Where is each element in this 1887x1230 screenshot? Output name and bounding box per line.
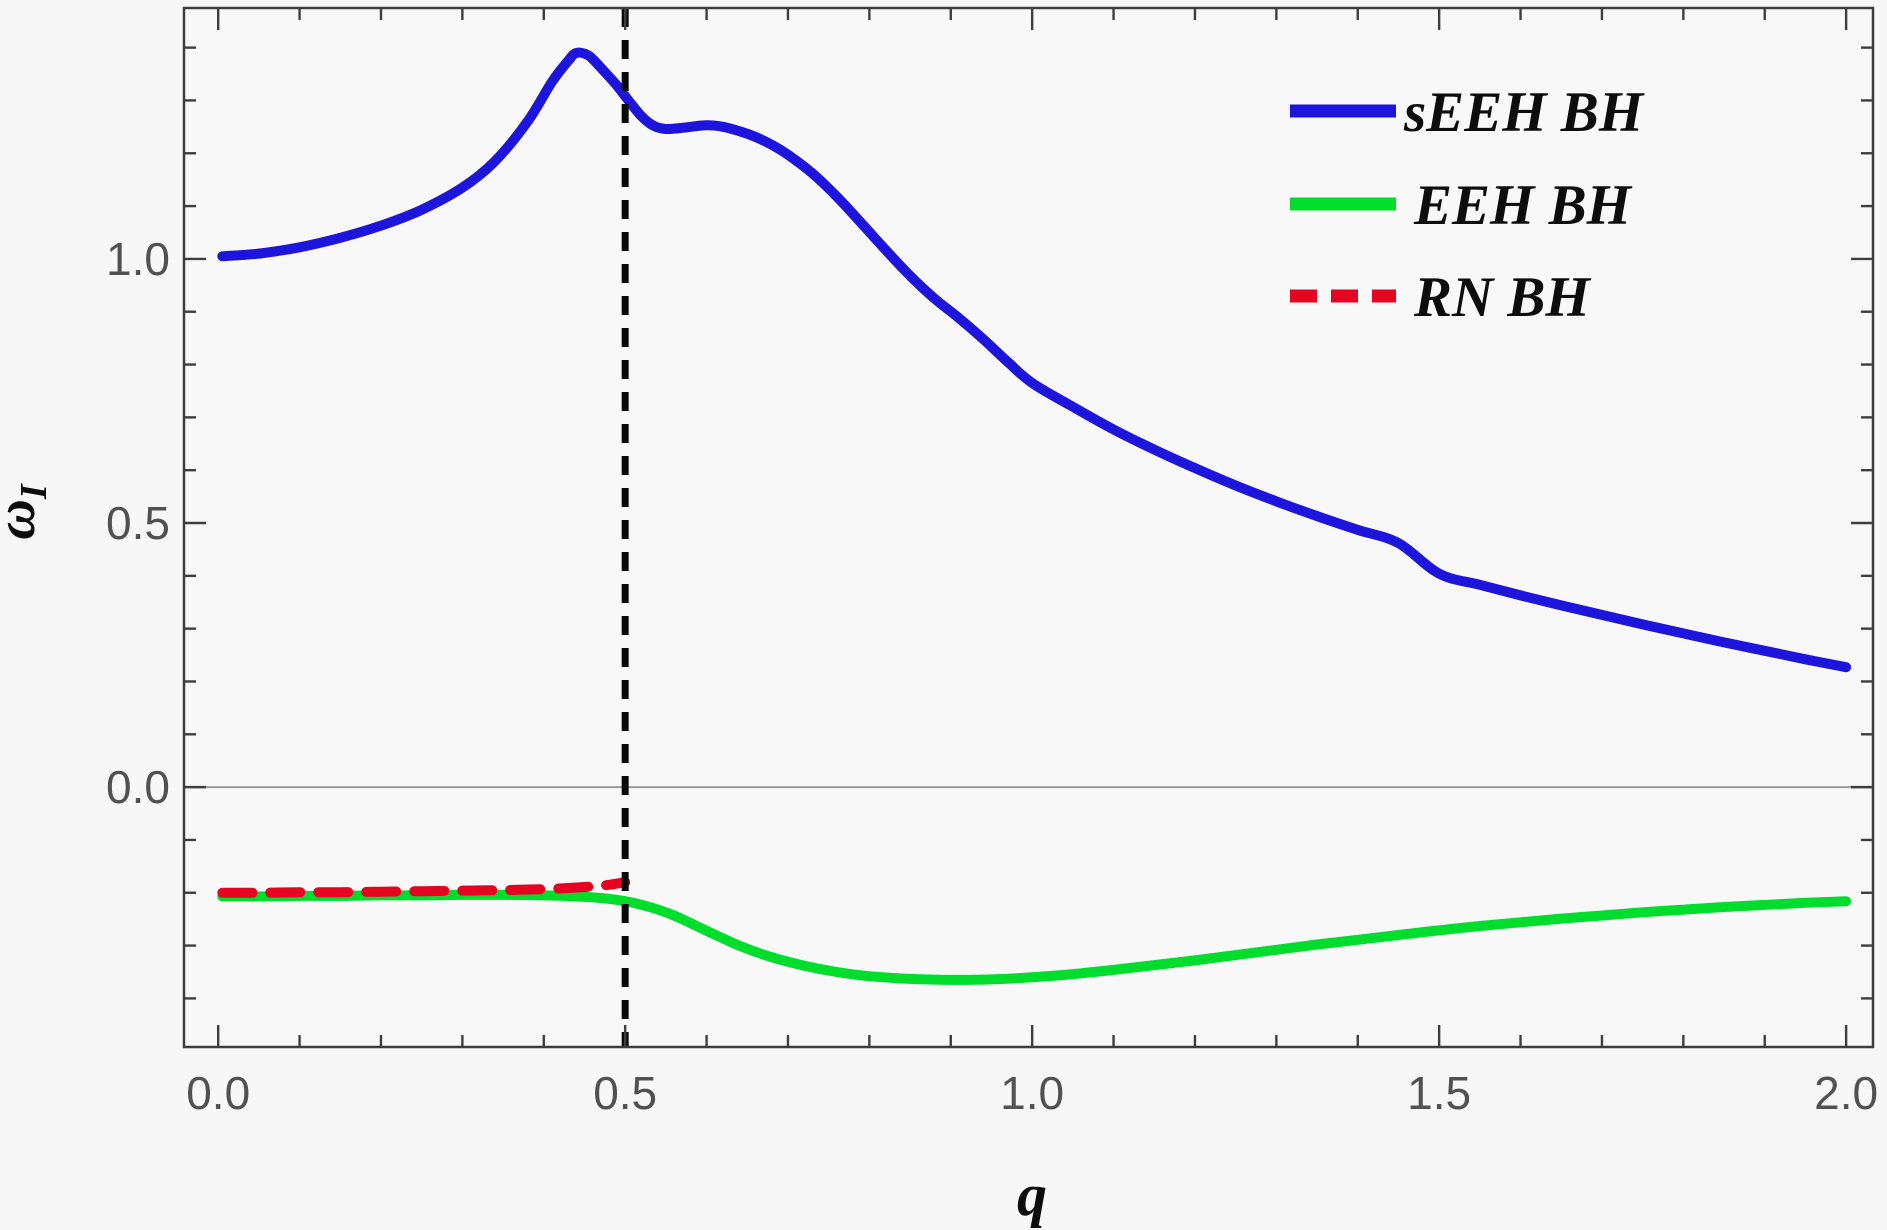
x-tick-label: 2.0 [1814,1067,1878,1119]
axis-ticks [184,8,1873,1047]
legend-label-RN-BH: RN BH [1413,266,1591,329]
legend-item-sEEH-BH: sEEH BH [1290,81,1645,144]
legend: sEEH BH EEH BH RN BH [1290,81,1645,329]
x-axis-label: q [1017,1162,1047,1228]
x-tick-label: 1.0 [1000,1067,1064,1119]
y-axis-label: ωI [0,483,55,540]
x-tick-label: 0.5 [593,1067,657,1119]
plot-frame [182,6,1875,1049]
curve-sEEH-BH [217,47,1852,673]
curve-RN-BH [217,877,631,898]
legend-label-EEH-BH: EEH BH [1413,174,1633,237]
legend-item-EEH-BH: EEH BH [1290,174,1633,237]
legend-item-RN-BH: RN BH [1290,266,1591,329]
x-tick-label: 1.5 [1407,1067,1471,1119]
axis-tick-labels: 0.0 0.5 1.0 1.5 2.0 0.0 0.5 1.0 [106,233,1878,1119]
y-tick-label: 0.5 [106,497,170,549]
x-tick-label: 0.0 [186,1067,250,1119]
curve-EEH-BH [217,889,1852,985]
legend-label-sEEH-BH: sEEH BH [1403,81,1645,144]
y-tick-label: 0.0 [106,761,170,813]
y-tick-label: 1.0 [106,233,170,285]
